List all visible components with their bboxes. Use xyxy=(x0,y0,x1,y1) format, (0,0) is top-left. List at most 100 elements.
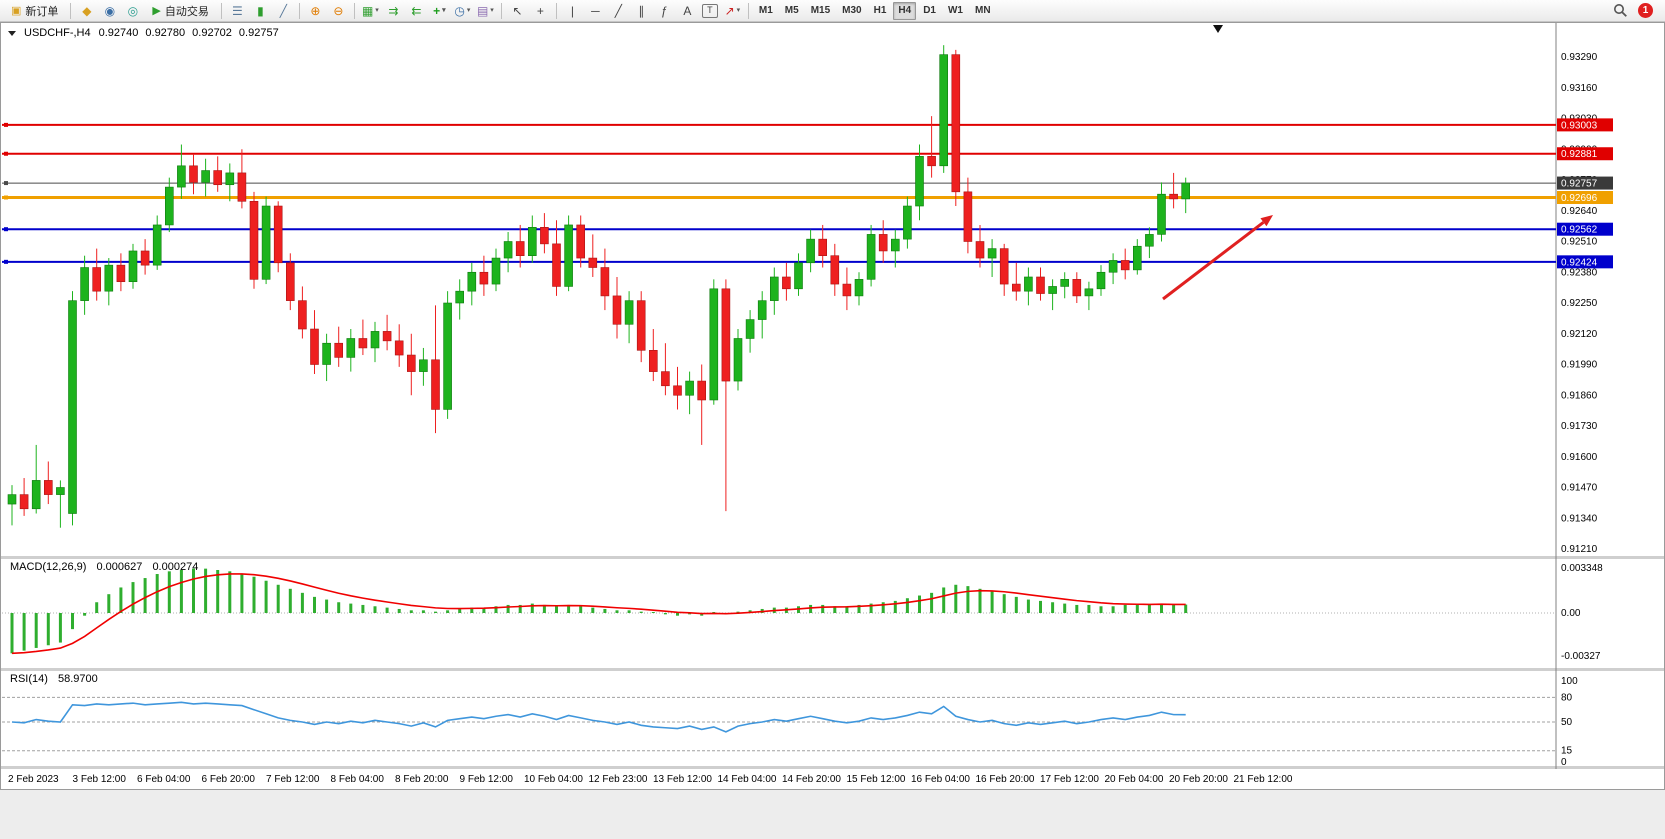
horizontal-line-icon[interactable]: ─ xyxy=(591,3,600,18)
toolbar-separator xyxy=(70,2,72,19)
rsi-indicator-label: RSI(14) 58.9700 xyxy=(10,673,98,685)
svg-text:0.91210: 0.91210 xyxy=(1561,544,1598,555)
chart-symbol: USDCHF-,H4 xyxy=(24,27,91,39)
trend-arrow[interactable] xyxy=(1162,215,1273,301)
ohlc-low: 0.92702 xyxy=(192,27,232,39)
timeframe-w1-button[interactable]: W1 xyxy=(947,5,963,16)
dropdown-caret-icon: ▾ xyxy=(736,7,741,14)
svg-text:13 Feb 12:00: 13 Feb 12:00 xyxy=(653,774,712,785)
dropdown-caret-icon: ▾ xyxy=(375,7,379,14)
periods-icon[interactable]: ◷ ▾ xyxy=(454,3,471,18)
new-order-button-icon: ▣ xyxy=(11,5,22,17)
rsi-value: 58.9700 xyxy=(57,673,98,685)
candlestick-chart-icon[interactable]: ▮ xyxy=(257,3,264,18)
svg-text:0.003348: 0.003348 xyxy=(1561,563,1603,574)
templates-icon[interactable]: ▤ ▾ xyxy=(476,3,494,18)
text-icon[interactable]: A xyxy=(683,3,692,18)
toolbar-right-group: 1 xyxy=(1613,3,1661,18)
toolbar-separator xyxy=(500,2,502,19)
line-chart-icon[interactable]: ╱ xyxy=(279,3,287,18)
svg-text:80: 80 xyxy=(1561,692,1573,703)
svg-text:0.92250: 0.92250 xyxy=(1561,298,1598,309)
macd-main-value: 0.000627 xyxy=(96,561,143,573)
svg-text:12 Feb 23:00: 12 Feb 23:00 xyxy=(589,774,648,785)
collapse-icon[interactable] xyxy=(8,30,16,36)
svg-text:0.91730: 0.91730 xyxy=(1561,421,1598,432)
svg-text:14 Feb 20:00: 14 Feb 20:00 xyxy=(782,774,841,785)
svg-text:16 Feb 04:00: 16 Feb 04:00 xyxy=(911,774,970,785)
dropdown-caret-icon: ▾ xyxy=(490,7,494,14)
svg-text:20 Feb 20:00: 20 Feb 20:00 xyxy=(1169,774,1228,785)
autotrading-button[interactable]: ▶ 自动交易 xyxy=(145,1,215,21)
svg-text:0: 0 xyxy=(1561,757,1567,768)
arrows-icon[interactable]: ↗ ▾ xyxy=(724,3,741,18)
bar-chart-icon[interactable]: ☰ xyxy=(231,3,243,18)
svg-text:0.93003: 0.93003 xyxy=(1561,120,1598,131)
timeframe-m5-button[interactable]: M5 xyxy=(784,5,799,16)
auto-scroll-icon[interactable]: ⇉ xyxy=(388,3,399,18)
ohlc-open: 0.92740 xyxy=(98,27,139,39)
metaeditor-icon[interactable]: ◆ xyxy=(82,3,92,18)
zoom-in-icon[interactable]: ⊕ xyxy=(310,3,321,18)
svg-text:0.91860: 0.91860 xyxy=(1561,390,1598,401)
svg-text:0.92562: 0.92562 xyxy=(1561,225,1598,236)
horizontal-lines xyxy=(2,122,1556,264)
timeframe-h1-button[interactable]: H1 xyxy=(873,5,887,16)
svg-text:8 Feb 20:00: 8 Feb 20:00 xyxy=(395,774,449,785)
svg-text:6 Feb 20:00: 6 Feb 20:00 xyxy=(202,774,256,785)
svg-text:0.92640: 0.92640 xyxy=(1561,206,1598,217)
vertical-line-icon[interactable]: | xyxy=(570,3,574,18)
time-axis: 2 Feb 2023 3 Feb 12:00 6 Feb 04:00 6 Feb 20… xyxy=(8,774,1293,785)
svg-text:14 Feb 04:00: 14 Feb 04:00 xyxy=(718,774,777,785)
toolbar-separator xyxy=(747,2,749,19)
notification-badge[interactable]: 1 xyxy=(1638,3,1653,18)
crosshair-icon[interactable]: + xyxy=(536,3,544,18)
svg-text:-0.00327: -0.00327 xyxy=(1561,651,1601,662)
search-icon[interactable] xyxy=(1613,3,1628,18)
svg-text:0.92424: 0.92424 xyxy=(1561,257,1598,268)
timeframe-mn-button[interactable]: MN xyxy=(974,5,991,16)
down-arrow-marker[interactable] xyxy=(1213,25,1223,33)
macd-signal-line xyxy=(11,573,1186,655)
svg-text:0.92881: 0.92881 xyxy=(1561,149,1598,160)
dropdown-caret-icon: ▾ xyxy=(466,7,471,14)
macd-indicator-label: MACD(12,26,9) 0.000627 0.000274 xyxy=(10,561,198,573)
svg-text:0.91470: 0.91470 xyxy=(1561,483,1598,494)
autotrading-button-label: 自动交易 xyxy=(164,5,209,18)
timeframe-h4-button[interactable]: H4 xyxy=(893,1,917,20)
chart-shift-icon[interactable]: ⇇ xyxy=(411,3,422,18)
svg-text:50: 50 xyxy=(1561,717,1573,728)
macd-signal-value: 0.000274 xyxy=(152,561,199,573)
indicators-icon[interactable]: + ▾ xyxy=(433,3,446,18)
toolbar-separator xyxy=(220,2,222,19)
svg-text:8 Feb 04:00: 8 Feb 04:00 xyxy=(331,774,385,785)
timeframe-d1-button[interactable]: D1 xyxy=(923,5,936,16)
cursor-icon[interactable]: ↖ xyxy=(512,3,523,18)
text-label-icon[interactable]: T xyxy=(701,3,718,18)
svg-text:9 Feb 12:00: 9 Feb 12:00 xyxy=(460,774,514,785)
svg-text:0.92696: 0.92696 xyxy=(1561,193,1598,204)
community-icon[interactable]: ◉ xyxy=(104,3,116,18)
fibonacci-icon[interactable]: ƒ xyxy=(661,3,668,18)
mql5-icon[interactable]: ◎ xyxy=(127,3,139,18)
rsi-panel: 100 80 50 150 xyxy=(2,676,1578,768)
svg-text:0.92757: 0.92757 xyxy=(1561,179,1598,190)
autotrading-button-icon: ▶ xyxy=(152,5,161,17)
rsi-line xyxy=(11,701,1186,733)
ohlc-high: 0.92780 xyxy=(145,27,186,39)
svg-text:15 Feb 12:00: 15 Feb 12:00 xyxy=(847,774,906,785)
trendline-icon[interactable]: ╱ xyxy=(614,3,622,18)
new-order-button[interactable]: ▣ 新订单 xyxy=(4,1,65,21)
equidistant-channel-icon[interactable]: ∥ xyxy=(638,3,645,18)
timeframe-m30-button[interactable]: M30 xyxy=(842,5,862,16)
tile-windows-icon[interactable]: ▦ ▾ xyxy=(361,3,379,18)
zoom-out-icon[interactable]: ⊖ xyxy=(333,3,344,18)
macd-name: MACD(12,26,9) xyxy=(10,561,87,573)
svg-text:0.91340: 0.91340 xyxy=(1561,513,1598,524)
timeframe-m15-button[interactable]: M15 xyxy=(810,5,831,16)
svg-text:0.93290: 0.93290 xyxy=(1561,52,1598,63)
svg-text:17 Feb 12:00: 17 Feb 12:00 xyxy=(1040,774,1099,785)
timeframe-m1-button[interactable]: M1 xyxy=(758,5,773,16)
